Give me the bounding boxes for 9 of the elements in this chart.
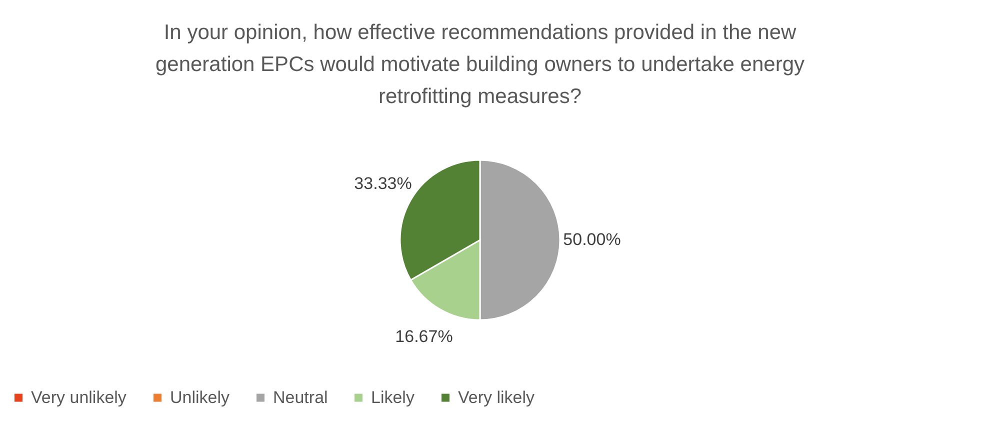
- chart-title: In your opinion, how effective recommendations provided in the new generation EPCs would motivate building owners to undertake energy retrofitting measures?: [155, 21, 806, 108]
- legend-label: Unlikely: [170, 388, 230, 407]
- legend-label: Neutral: [273, 388, 328, 407]
- legend-label: Very unlikely: [31, 388, 127, 407]
- data-label: 16.67%: [395, 326, 453, 346]
- legend-label: Likely: [371, 388, 415, 407]
- data-label: 50.00%: [563, 230, 621, 249]
- data-label: 33.33%: [354, 174, 412, 193]
- legend-label: Very likely: [458, 388, 536, 407]
